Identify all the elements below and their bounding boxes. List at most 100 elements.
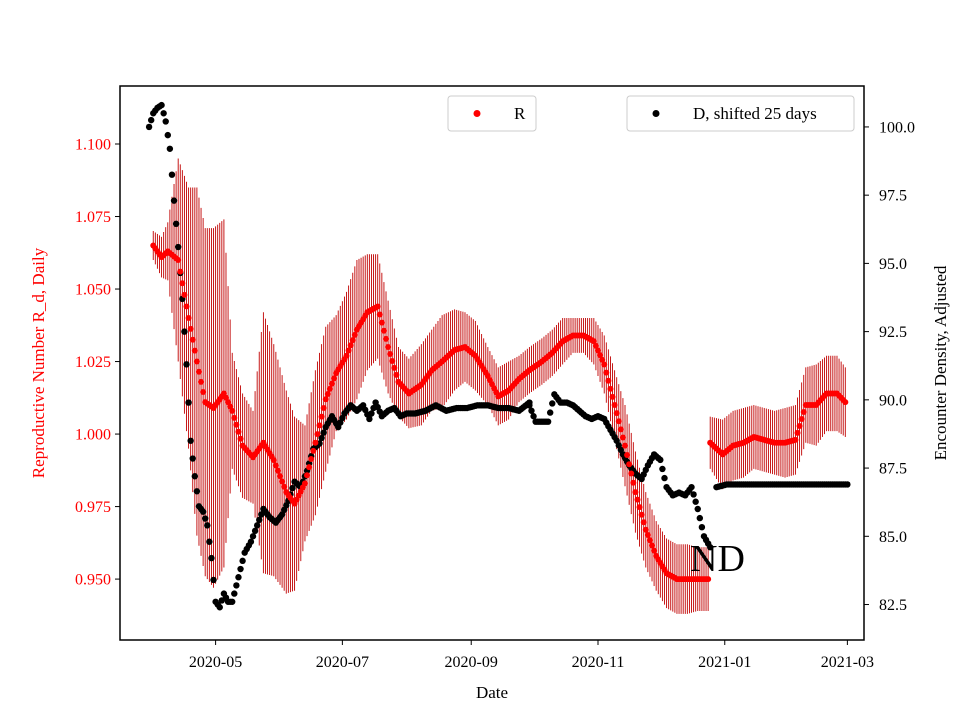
r-point (304, 472, 311, 479)
r-point (326, 385, 333, 392)
d-point (256, 516, 263, 524)
d-point (549, 400, 556, 407)
r-point (651, 547, 658, 554)
r-point (310, 447, 317, 454)
d-point (231, 590, 238, 597)
r-point (792, 436, 799, 443)
right-axis-ticks: 82.5 85.0 87.5 90.0 92.5 95.0 97.5 100.0 (864, 119, 915, 614)
legend-r-marker (473, 110, 481, 117)
r-point (590, 338, 597, 345)
r-point (328, 380, 335, 387)
r-point (316, 422, 323, 429)
r-point (622, 442, 629, 449)
x-tick-label: 2020-11 (572, 654, 625, 671)
r-point (705, 576, 712, 583)
right-tick-label: 95.0 (879, 256, 907, 273)
d-point (320, 429, 327, 436)
x-tick-label: 2020-05 (189, 654, 242, 671)
r-point (308, 456, 315, 463)
d-point (160, 110, 167, 117)
d-point (233, 582, 240, 589)
r-point (322, 396, 329, 403)
legend-d-label: D, shifted 25 days (693, 104, 817, 123)
r-point (842, 399, 849, 406)
d-point (158, 101, 165, 109)
r-point (609, 393, 616, 400)
r-point (391, 364, 398, 371)
left-tick-label: 1.025 (75, 354, 111, 371)
d-point (189, 455, 196, 462)
r-point (387, 351, 394, 358)
right-tick-label: 100.0 (879, 119, 915, 136)
r-point (237, 435, 244, 442)
d-point (530, 413, 537, 420)
left-tick-label: 0.950 (75, 572, 111, 589)
r-point (177, 268, 184, 275)
x-tick-label: 2021-03 (821, 654, 874, 671)
d-point (253, 522, 261, 529)
d-point (145, 123, 153, 131)
d-point (166, 145, 174, 152)
r-point (187, 325, 194, 332)
left-tick-label: 0.975 (75, 499, 111, 516)
r-point (233, 421, 240, 428)
d-point (368, 410, 375, 417)
d-point (199, 508, 207, 515)
d-point (546, 409, 554, 416)
left-axis-ticks: 0.950 0.975 1.000 1.025 1.050 1.075 1.100 (75, 137, 120, 589)
d-point (162, 118, 169, 125)
left-tick-label: 1.100 (75, 137, 111, 154)
legend-d: D, shifted 25 days (626, 95, 855, 132)
r-point (331, 375, 338, 382)
legend-d-marker (652, 110, 660, 117)
r-point (378, 319, 385, 326)
r-point (607, 385, 614, 392)
d-point (366, 415, 373, 423)
r-point (347, 342, 354, 349)
r-point (640, 519, 647, 526)
r-point (231, 414, 238, 421)
d-series (145, 101, 851, 611)
r-point (181, 291, 188, 298)
r-point (611, 402, 618, 409)
r-point (634, 496, 641, 503)
r-point (383, 335, 390, 342)
r-point (613, 410, 620, 417)
r-point (306, 464, 313, 471)
d-point (174, 243, 182, 251)
d-point (692, 498, 699, 505)
r-point (374, 303, 381, 310)
r-point (229, 407, 236, 414)
r-point (270, 457, 277, 464)
d-point (661, 474, 668, 482)
x-tick-label: 2021-01 (698, 654, 751, 671)
r-point (179, 280, 186, 287)
x-axis-title: Date (476, 683, 508, 702)
r-point (630, 479, 637, 486)
d-point (164, 131, 171, 139)
legend-r-label: R (514, 104, 526, 123)
r-point (200, 389, 207, 396)
r-point (649, 542, 656, 549)
right-tick-label: 87.5 (879, 461, 907, 478)
r-point (798, 415, 805, 422)
d-point (216, 604, 223, 611)
d-point (187, 437, 194, 444)
r-point (191, 347, 198, 354)
d-point (659, 465, 666, 473)
right-tick-label: 90.0 (879, 392, 907, 409)
r-point (189, 336, 196, 343)
r-point (349, 337, 356, 344)
r-point (324, 391, 331, 398)
r-point (800, 409, 807, 416)
right-axis-title: Encounter Density, Adjusted (931, 265, 950, 460)
r-point (274, 467, 281, 474)
d-point (251, 527, 259, 535)
d-point (688, 483, 695, 491)
r-point (380, 327, 387, 334)
d-point (208, 554, 215, 562)
d-point (657, 456, 664, 464)
d-point (202, 515, 209, 522)
r-point (646, 537, 653, 544)
d-point (204, 522, 211, 529)
